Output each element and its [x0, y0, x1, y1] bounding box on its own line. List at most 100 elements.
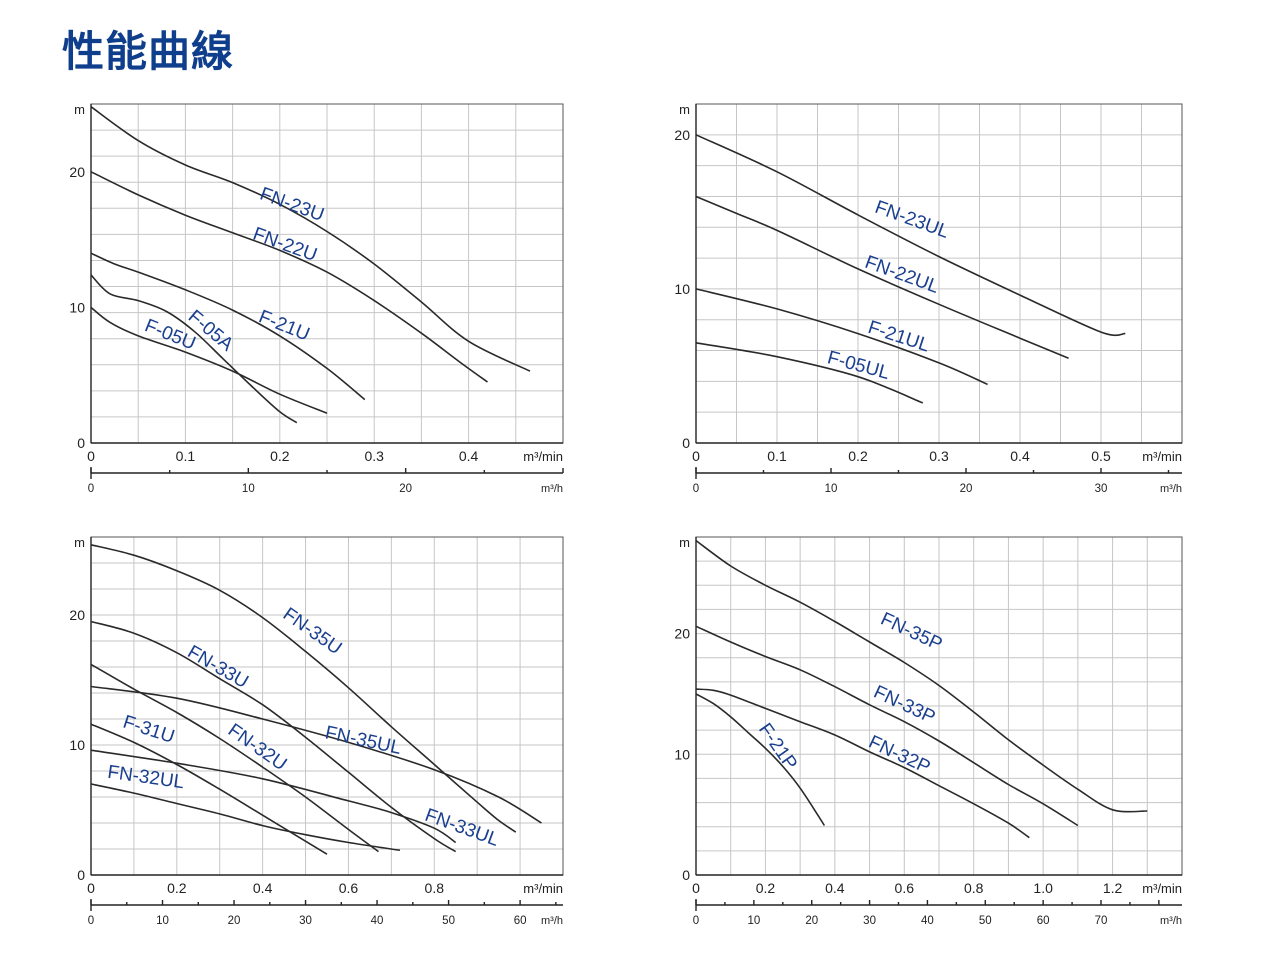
- y-tick-label: 0: [682, 867, 690, 883]
- y-tick-label: 20: [69, 164, 85, 180]
- x-tick-label: 0.1: [176, 448, 196, 464]
- y-tick-label: 0: [77, 435, 85, 451]
- x2-axis-label: m³/h: [1160, 915, 1182, 927]
- x2-tick-label: 10: [242, 483, 255, 495]
- y-tick-label: 10: [69, 299, 85, 315]
- curve-fn-35u: [90, 544, 517, 833]
- x-tick-label: 0.3: [929, 448, 949, 464]
- curve-fn-35ul: [90, 685, 542, 824]
- x2-tick-label: 40: [921, 915, 934, 927]
- x2-tick-label: 0: [88, 915, 94, 927]
- x-tick-label: 0: [692, 880, 700, 896]
- chart-4: 0 10 20 m 0 0.2 0.4 0.6 0.8 1.0 1.2 m³/min 0 10 20 30 40…: [674, 535, 1183, 927]
- x-tick-label: 1.2: [1103, 880, 1123, 896]
- x2-tick-label: 50: [442, 915, 455, 927]
- y-tick-label: 10: [69, 737, 85, 753]
- x-tick-label: 0.2: [167, 880, 187, 896]
- plot-frame: [90, 536, 564, 876]
- curve-f-05a: [90, 274, 298, 424]
- x2-tick-label: 30: [1095, 483, 1108, 495]
- curve-fn-32u: [90, 663, 379, 853]
- x-tick-label: 0.8: [964, 880, 984, 896]
- x2-tick-label: 10: [156, 915, 169, 927]
- x2-tick-label: 30: [299, 915, 312, 927]
- curve-f-21u: [90, 252, 366, 401]
- chart-1: 0 10 20 m 0 0.1 0.2 0.3 0.4 m³/min 0 10 20 m³/h FN-23U…: [69, 102, 564, 495]
- series-label-fn-32ul: FN-32UL: [106, 762, 185, 794]
- x-tick-label: 0.4: [253, 880, 273, 896]
- grid: [91, 104, 563, 443]
- grid: [696, 537, 1182, 875]
- x-tick-label: 0.4: [825, 880, 845, 896]
- x2-axis-label: m³/h: [541, 915, 563, 927]
- series-label-fn-32p: FN-32P: [865, 732, 933, 779]
- x-axis-label: m³/min: [523, 881, 563, 896]
- chart-2: 0 10 20 m 0 0.1 0.2 0.3 0.4 0.5 m³/min 0 10 20 30 m³/h F…: [674, 102, 1183, 495]
- y-axis-label: m: [679, 102, 690, 117]
- x-axis-label: m³/min: [523, 449, 563, 464]
- series-label-fn-22ul: FN-22UL: [862, 252, 942, 298]
- y-tick-label: 10: [674, 281, 690, 297]
- x2-tick-label: 20: [960, 483, 973, 495]
- x2-tick-label: 50: [979, 915, 992, 927]
- x-axis-label: m³/min: [1142, 449, 1182, 464]
- y-tick-label: 20: [69, 607, 85, 623]
- series-label-f-21p: F-21P: [754, 720, 801, 774]
- x2-tick-label: 10: [825, 483, 838, 495]
- y-axis-label: m: [679, 535, 690, 550]
- x2-tick-label: 0: [693, 483, 699, 495]
- curve-fn-33u: [90, 620, 457, 853]
- x-tick-label: 0.1: [767, 448, 787, 464]
- curve-f-05u: [90, 306, 328, 414]
- curve-f-21p: [695, 693, 826, 826]
- y-tick-label: 20: [674, 127, 690, 143]
- y-axis-label: m: [74, 535, 85, 550]
- x-tick-label: 1.0: [1033, 880, 1053, 896]
- series-label-fn-23u: FN-23U: [257, 184, 327, 226]
- curve-fn-22ul: [695, 195, 1069, 360]
- chart-3: 0 10 20 m 0 0.2 0.4 0.6 0.8 m³/min 0 10 20 30 40 50 60 m³…: [69, 535, 564, 927]
- x-tick-label: 0.5: [1091, 448, 1111, 464]
- curve-fn-23ul: [695, 134, 1126, 337]
- y-tick-label: 0: [682, 435, 690, 451]
- x-tick-label: 0.8: [425, 880, 445, 896]
- grid: [696, 104, 1182, 443]
- x2-axis-label: m³/h: [541, 483, 563, 495]
- x2-tick-label: 20: [228, 915, 241, 927]
- x-tick-label: 0: [87, 880, 95, 896]
- curve-fn-32ul: [90, 783, 401, 852]
- x-tick-label: 0: [692, 448, 700, 464]
- series-label-fn-23ul: FN-23UL: [872, 197, 952, 243]
- x2-tick-label: 20: [399, 483, 412, 495]
- x2-tick-label: 30: [863, 915, 876, 927]
- y-tick-label: 20: [674, 626, 690, 642]
- curve-f-31u: [90, 723, 328, 855]
- x-tick-label: 0.6: [339, 880, 359, 896]
- x-tick-label: 0.4: [1010, 448, 1030, 464]
- curve-fn-33ul: [90, 749, 457, 844]
- x2-axis-label: m³/h: [1160, 483, 1182, 495]
- y-tick-label: 10: [674, 746, 690, 762]
- page-title: 性能曲線: [62, 27, 235, 76]
- x2-tick-label: 20: [805, 915, 818, 927]
- x2-tick-label: 70: [1095, 915, 1108, 927]
- x-tick-label: 0.2: [848, 448, 868, 464]
- grid: [91, 537, 563, 875]
- x-tick-label: 0.3: [364, 448, 384, 464]
- curve-f-21ul: [695, 288, 988, 386]
- curve-fn-23u: [90, 106, 531, 372]
- x2-tick-label: 0: [693, 915, 699, 927]
- series-label-fn-22u: FN-22U: [250, 224, 320, 266]
- x2-tick-label: 40: [371, 915, 384, 927]
- x2-tick-label: 0: [88, 483, 94, 495]
- curve-fn-33p: [695, 625, 1079, 827]
- x-axis-label: m³/min: [1142, 881, 1182, 896]
- y-tick-label: 0: [77, 867, 85, 883]
- curve-fn-22u: [90, 171, 488, 383]
- x2-tick-label: 60: [514, 915, 527, 927]
- x2-tick-label: 10: [747, 915, 760, 927]
- series-label-fn-35u: FN-35U: [279, 604, 346, 659]
- x-tick-label: 0.6: [895, 880, 915, 896]
- x-tick-label: 0: [87, 448, 95, 464]
